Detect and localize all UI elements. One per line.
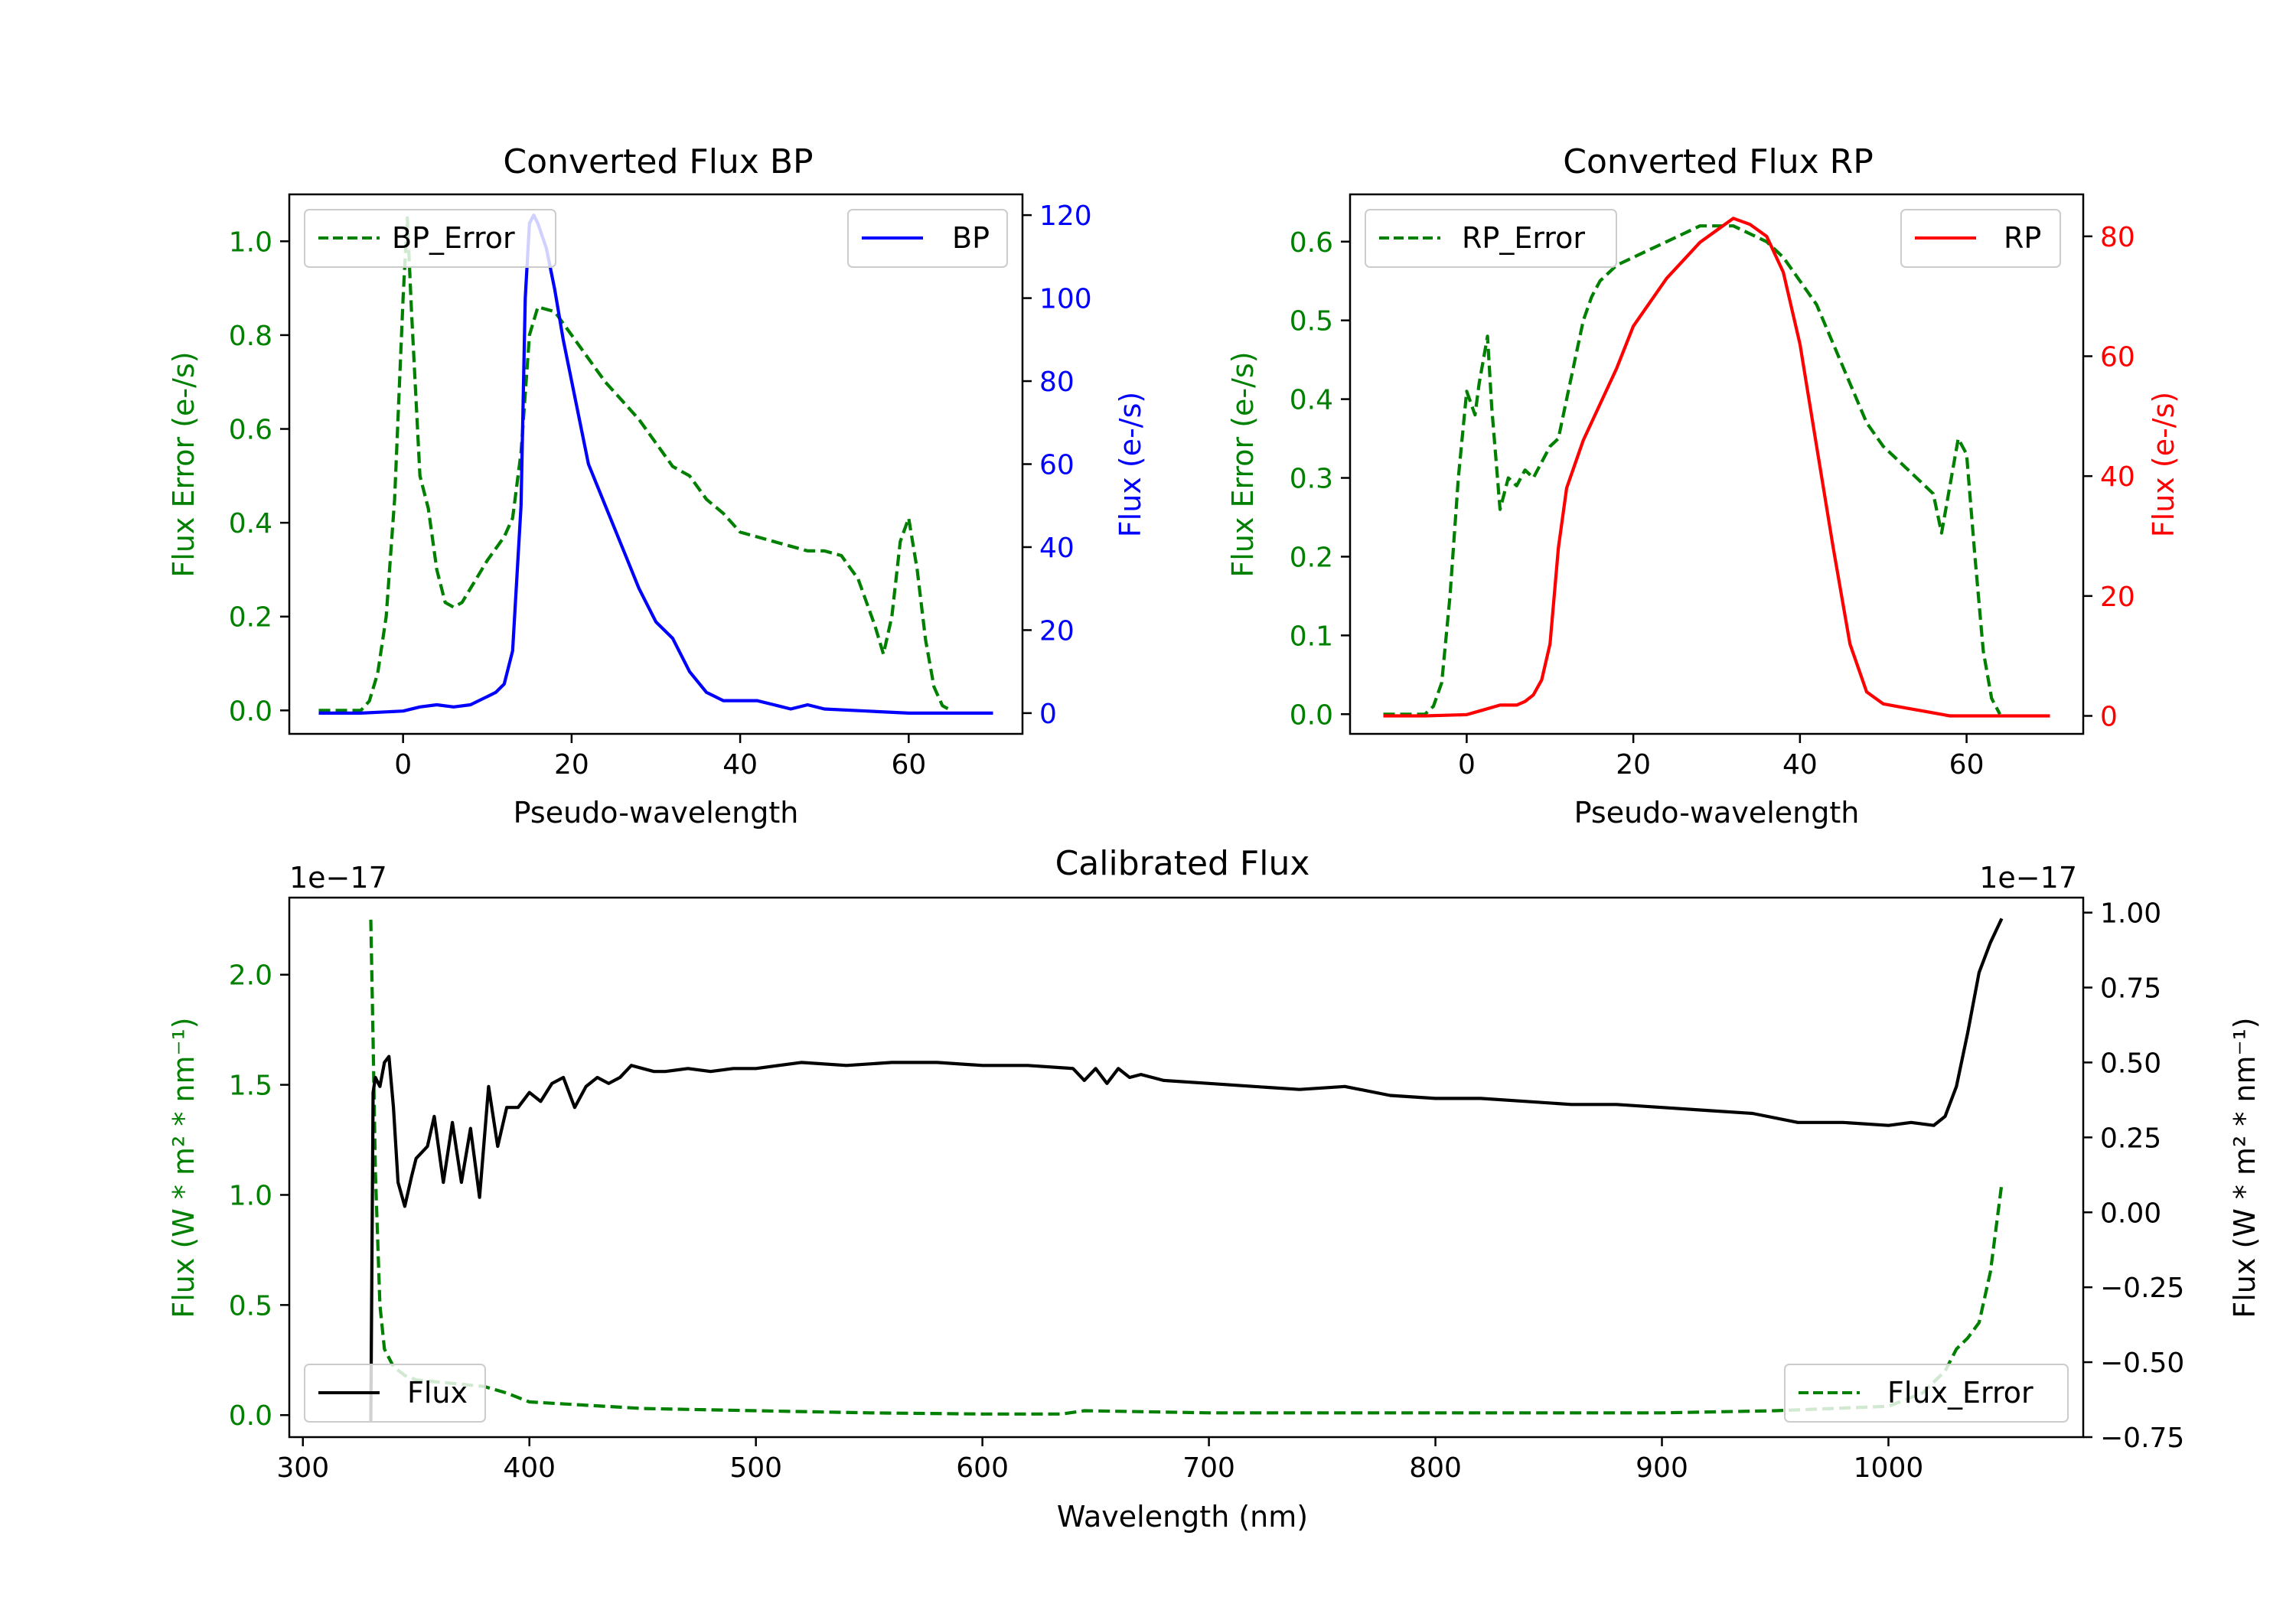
bp-x-tick-label: 20 [554,749,589,781]
calibrated-x-tick-label: 500 [729,1452,782,1484]
rp-rp-error-series [1383,224,2001,716]
bp-left-y-tick-label: 0.4 [229,508,272,539]
bp-chart: Converted Flux BP 0 20 40 60 0.0 0.2 0.4 0.6 0.8… [167,142,1147,830]
rp-chart: Converted Flux RP 0 20 40 60 0.0 0.1 0.2 0.3 0.4… [1226,142,2180,830]
bp-bp-error-series [318,216,952,712]
bp-flux-legend: BP [847,209,1008,268]
calibrated-right-y-axis-label: Flux (W * m² * nm⁻¹) [2228,1017,2262,1318]
rp-left-y-tick-label: 0.5 [1290,306,1333,337]
bp-right-y-tick-label: 20 [1039,615,1075,647]
rp-flux-legend-label: RP [2004,221,2041,255]
calibrated-left-y-tick-label: 0.0 [229,1400,272,1432]
rp-left-y-tick-label: 0.1 [1290,621,1333,652]
bp-left-y-axis-label: Flux Error (e-/s) [167,351,201,577]
calibrated-flux-series [369,918,2004,1423]
rp-left-y-tick-label: 0.4 [1290,385,1333,416]
rp-left-y-tick-label: 0.3 [1290,464,1333,495]
bp-x-tick-label: 40 [722,749,758,781]
calibrated-right-y-tick-label: 0.00 [2100,1198,2161,1229]
rp-left-y-tick-label: 0.2 [1290,542,1333,573]
bp-left-y-tick-label: 0.6 [229,415,272,446]
bp-error-legend-label: BP_Error [392,221,515,255]
bp-flux-legend-box [847,209,1008,268]
calibrated-x-tick-label: 800 [1409,1452,1462,1484]
calibrated-x-axis-label: Wavelength (nm) [1057,1500,1308,1534]
rp-right-y-tick-label: 20 [2100,582,2135,613]
bp-error-legend-box [304,209,556,268]
bp-right-y-tick-label: 0 [1039,699,1057,730]
calibrated-right-y-tick-label: 0.25 [2100,1123,2161,1154]
rp-x-tick-label: 40 [1782,749,1818,781]
rp-x-tick-label: 60 [1949,749,1985,781]
calibrated-left-offset-label: 1e−17 [289,861,387,895]
rp-right-y-axis-label: Flux (e-/s) [2147,392,2180,537]
calibrated-chart-title: Calibrated Flux [1055,844,1310,883]
calibrated-x-tick-label: 700 [1182,1452,1235,1484]
calibrated-error-legend-box [1784,1364,2069,1423]
calibrated-left-y-tick-label: 1.0 [229,1180,272,1211]
bp-bp-series [318,214,993,715]
bp-right-y-tick-label: 60 [1039,450,1075,481]
rp-error-legend: RP_Error [1365,209,1617,268]
rp-left-y-axis-label: Flux Error (e-/s) [1226,351,1260,577]
rp-flux-legend-box [1900,209,2061,268]
rp-rp-series [1383,217,2050,718]
calibrated-chart: Calibrated Flux 300 400 500 600 700 800 900 100… [167,844,2262,1534]
calibrated-error-legend-label: Flux_Error [1887,1376,2033,1410]
bp-error-legend: BP_Error [304,209,556,268]
calibrated-right-y-tick-label: 0.75 [2100,973,2161,1005]
bp-right-y-axis-label: Flux (e-/s) [1114,392,1147,537]
rp-right-y-tick-label: 0 [2100,702,2118,733]
rp-flux-legend: RP [1900,209,2061,268]
calibrated-flux-error-series [369,919,2004,1416]
calibrated-flux-legend-label: Flux [407,1376,468,1410]
calibrated-x-tick-label: 1000 [1854,1452,1924,1484]
rp-chart-title: Converted Flux RP [1563,142,1874,181]
bp-x-tick-label: 60 [891,749,926,781]
rp-right-y-tick-label: 60 [2100,342,2135,373]
calibrated-right-y-tick-label: −0.75 [2100,1423,2184,1454]
calibrated-x-tick-label: 900 [1636,1452,1688,1484]
bp-left-y-tick-label: 1.0 [229,227,272,258]
calibrated-right-offset-label: 1e−17 [1979,861,2077,895]
calibrated-left-y-axis-label: Flux (W * m² * nm⁻¹) [167,1017,201,1318]
calibrated-right-y-tick-label: −0.50 [2100,1348,2184,1379]
calibrated-x-tick-label: 400 [503,1452,556,1484]
rp-right-y-tick-label: 40 [2100,461,2135,493]
calibrated-right-y-tick-label: −0.25 [2100,1273,2184,1304]
calibrated-error-legend: Flux_Error [1784,1364,2069,1423]
bp-right-y-tick-label: 80 [1039,367,1075,398]
bp-left-y-tick-label: 0.0 [229,696,272,727]
bp-chart-title: Converted Flux BP [503,142,813,181]
calibrated-plot-frame [288,896,2085,1439]
bp-x-axis-label: Pseudo-wavelength [514,796,799,830]
calibrated-left-y-tick-label: 0.5 [229,1290,272,1322]
calibrated-right-y-tick-label: 1.00 [2100,898,2161,930]
bp-left-y-tick-label: 0.8 [229,321,272,352]
rp-error-legend-box [1365,209,1617,268]
rp-left-y-tick-label: 0.0 [1290,699,1333,731]
calibrated-left-y-tick-label: 1.5 [229,1071,272,1102]
calibrated-right-y-tick-label: 0.50 [2100,1048,2161,1079]
rp-left-y-tick-label: 0.6 [1290,227,1333,259]
rp-plot-frame [1349,193,2085,735]
bp-left-y-tick-label: 0.2 [229,602,272,634]
bp-right-y-tick-label: 120 [1039,200,1092,232]
bp-x-tick-label: 0 [394,749,412,781]
calibrated-left-y-tick-label: 2.0 [229,960,272,992]
bp-flux-legend-label: BP [952,221,990,255]
calibrated-x-tick-label: 600 [956,1452,1009,1484]
rp-error-legend-label: RP_Error [1462,221,1585,255]
calibrated-flux-legend-box [304,1364,486,1423]
calibrated-flux-legend: Flux [304,1364,486,1423]
rp-right-y-tick-label: 80 [2100,222,2135,253]
calibrated-x-tick-label: 300 [276,1452,329,1484]
rp-x-tick-label: 0 [1458,749,1476,781]
rp-x-tick-label: 20 [1616,749,1651,781]
bp-right-y-tick-label: 100 [1039,284,1092,315]
bp-right-y-tick-label: 40 [1039,533,1075,564]
rp-x-axis-label: Pseudo-wavelength [1574,796,1860,830]
